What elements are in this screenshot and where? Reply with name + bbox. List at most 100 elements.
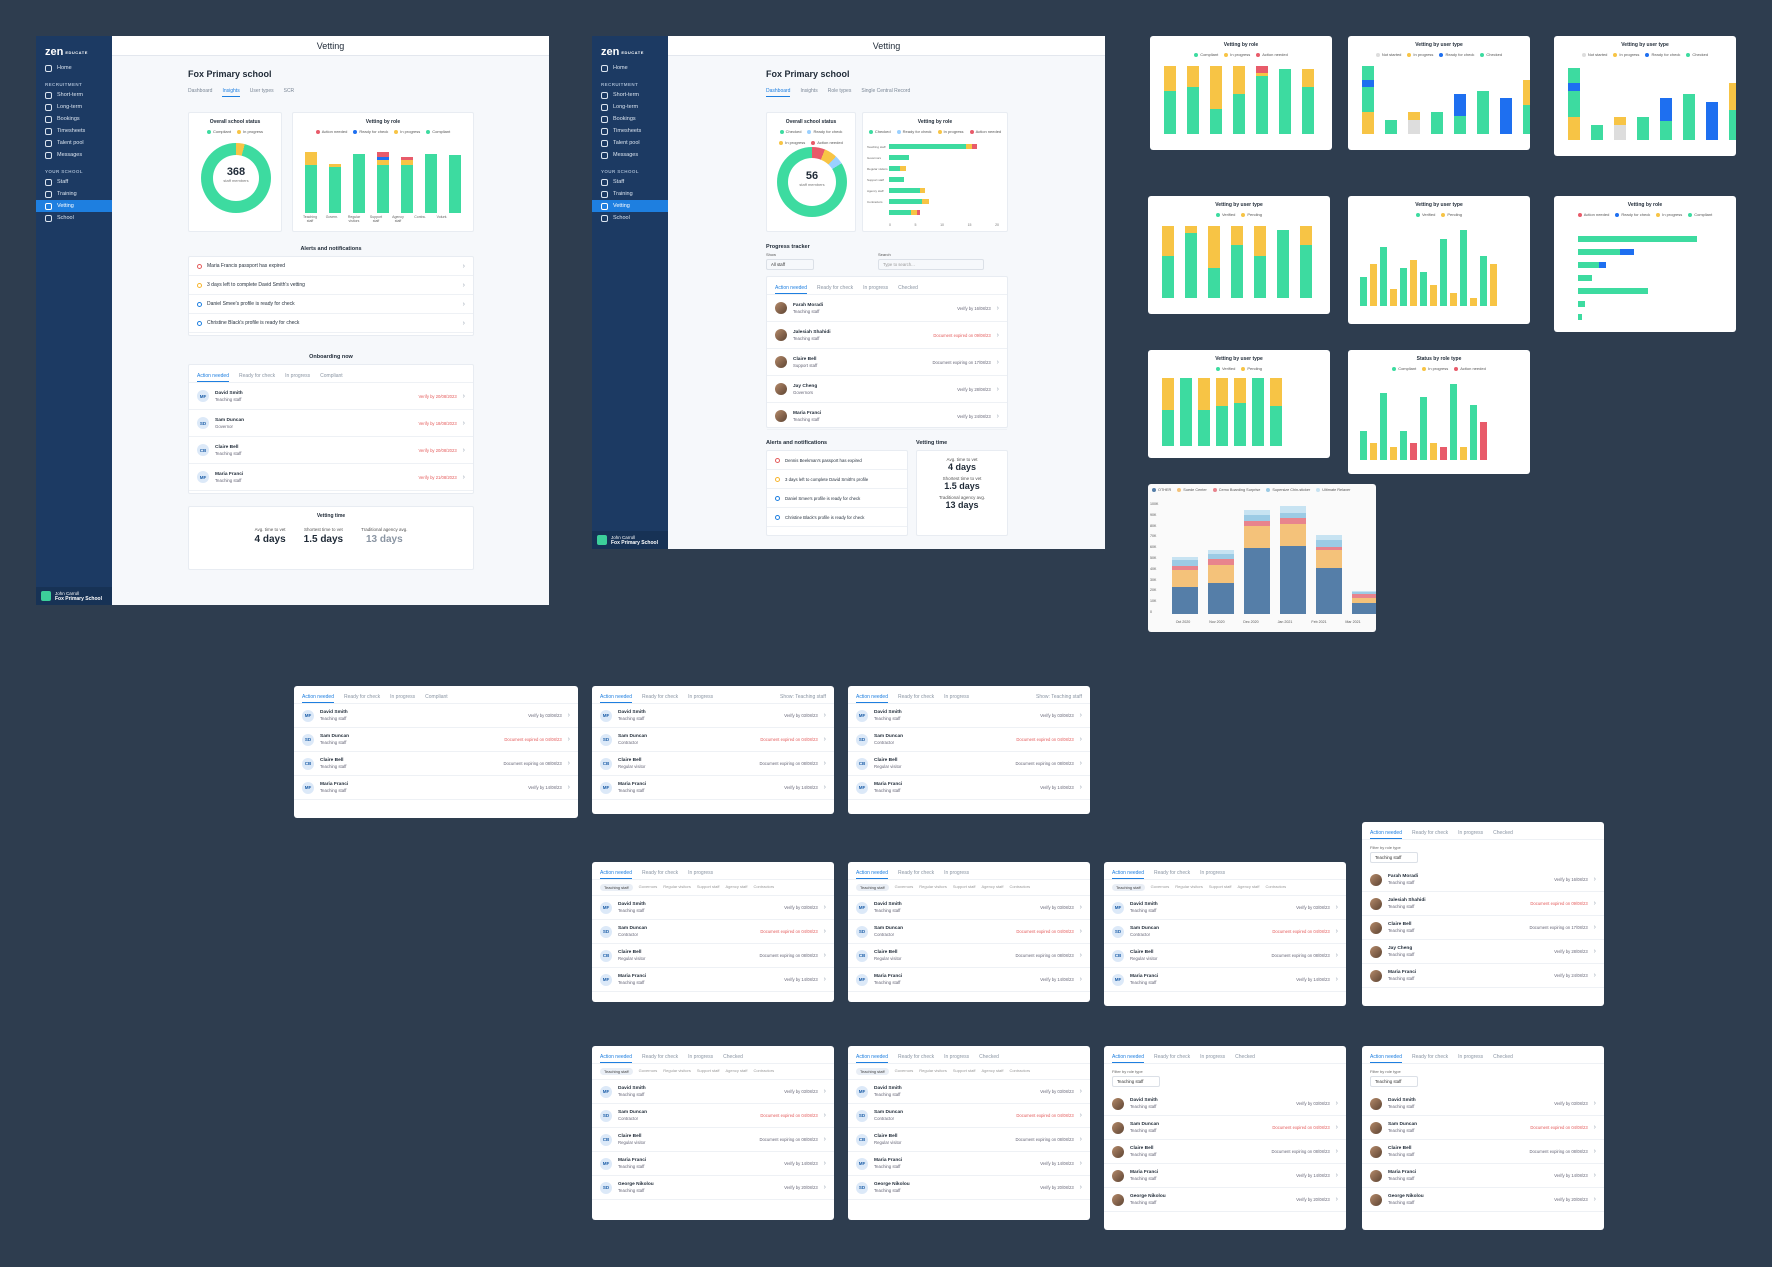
table-row[interactable]: Jay Cheng Teaching staff Verify by 28/08/2… — [1362, 940, 1604, 964]
list-tab[interactable]: Ready for check — [897, 1054, 935, 1060]
list-tab[interactable]: Ready for check — [1153, 1054, 1191, 1060]
role-chip[interactable]: Regular visitors — [919, 1068, 947, 1073]
show-select[interactable]: Show: Teaching staff — [780, 694, 826, 700]
sidebar-item-staff[interactable]: Staff — [592, 176, 668, 188]
list-tab[interactable]: In progress — [390, 694, 416, 700]
role-chip[interactable]: Agency staff — [725, 1068, 748, 1073]
tab-insights[interactable]: Insights — [222, 88, 240, 97]
sidebar-item-short-term[interactable]: Short-term — [592, 89, 668, 101]
list-tab[interactable]: Compliant — [425, 694, 448, 700]
table-row[interactable]: CB Claire Bell Regular visitor Document exp… — [592, 1128, 834, 1152]
list-tab[interactable]: In progress — [688, 870, 714, 876]
list-tab[interactable]: Action needed — [1112, 1054, 1144, 1063]
list-tab[interactable]: Ready for check — [897, 694, 935, 700]
role-chip[interactable]: Support staff — [952, 1068, 976, 1073]
tab-in-progress[interactable]: In progress — [285, 373, 311, 379]
tab-compliant[interactable]: Compliant — [320, 373, 343, 379]
list-tab[interactable]: Action needed — [600, 870, 632, 879]
list-tab[interactable]: Action needed — [856, 870, 888, 879]
role-chip[interactable]: Contractors — [753, 884, 775, 889]
role-chip[interactable]: Governors — [894, 884, 914, 889]
table-row[interactable]: Maria Franci Teaching staff Verify by 14/0… — [1362, 1164, 1604, 1188]
role-chip[interactable]: Agency staff — [981, 884, 1004, 889]
table-row[interactable]: MF David Smith Teaching staff Verify by 03/… — [294, 704, 578, 728]
table-row[interactable]: George Nikolou Teaching staff Verify by 20… — [1362, 1188, 1604, 1212]
alert-item[interactable]: Maria Francis passport has expired › — [189, 257, 473, 276]
table-row[interactable]: MF Maria Franci Teaching staff Verify by 14… — [1104, 968, 1346, 992]
sidebar-item-long-term[interactable]: Long-term — [592, 101, 668, 113]
list-tab[interactable]: Ready for check — [1153, 870, 1191, 876]
list-tab[interactable]: Ready for check — [343, 694, 381, 700]
table-row[interactable]: Claire Bell Teaching staff Document expiri… — [1104, 1140, 1346, 1164]
alert-item[interactable]: 3 days left to complete David Smith's pr… — [767, 470, 907, 489]
table-row[interactable]: George Nikolou Teaching staff Verify by 20… — [1104, 1188, 1346, 1212]
tab-role-types[interactable]: Role types — [827, 88, 852, 94]
table-row[interactable]: David Smith Teaching staff Verify by 03/08… — [1104, 1092, 1346, 1116]
list-tab[interactable]: In progress — [688, 1054, 714, 1060]
sidebar-item-short-term[interactable]: Short-term — [36, 89, 112, 101]
list-tab[interactable]: Ready for check — [1411, 830, 1449, 836]
table-row[interactable]: MF Maria Franci Teaching staff Verify by 21… — [189, 464, 473, 491]
role-chip[interactable]: Teaching staff — [856, 884, 889, 891]
sidebar-item-talent-pool[interactable]: Talent pool — [36, 137, 112, 149]
table-row[interactable]: SD Sam Duncan Teaching staff Document expir… — [294, 728, 578, 752]
table-row[interactable]: SD Sam Duncan Contractor Document expired o… — [848, 1104, 1090, 1128]
sidebar-item-school[interactable]: School — [36, 212, 112, 224]
table-row[interactable]: Jalesiah Shahidi Teaching staff Document e… — [1362, 892, 1604, 916]
table-row[interactable]: Maria Franci Teaching staff Verify by 24/0… — [1362, 964, 1604, 988]
list-tab[interactable]: Ready for check — [1411, 1054, 1449, 1060]
tab-ready-for-check[interactable]: Ready for check — [816, 285, 854, 291]
role-chip[interactable]: Governors — [638, 884, 658, 889]
list-tab[interactable]: Ready for check — [641, 870, 679, 876]
table-row[interactable]: SD Sam Duncan Contractor Document expired o… — [848, 728, 1090, 752]
role-chip[interactable]: Contractors — [1009, 884, 1031, 889]
table-row[interactable]: MF Maria Franci Teaching staff Verify by 14… — [848, 1152, 1090, 1176]
table-row[interactable]: Farah Moradi Teaching staff Verify by 16/0… — [1362, 868, 1604, 892]
show-select[interactable]: All staff — [766, 259, 814, 270]
table-row[interactable]: Maria Franci Teaching staff Verify by 24/0… — [767, 403, 1007, 430]
show-select[interactable]: Show: Teaching staff — [1036, 694, 1082, 700]
list-tab[interactable]: Action needed — [302, 694, 334, 703]
list-tab[interactable]: Ready for check — [641, 1054, 679, 1060]
list-tab[interactable]: Checked — [979, 1054, 999, 1060]
sidebar-item-school[interactable]: School — [592, 212, 668, 224]
table-row[interactable]: Claire Bell Teaching staff Document expiri… — [1362, 1140, 1604, 1164]
table-row[interactable]: CB Claire Bell Teaching staff Verify by 20/… — [189, 437, 473, 464]
sidebar-item-training[interactable]: Training — [36, 188, 112, 200]
role-chip[interactable]: Regular visitors — [663, 884, 691, 889]
table-row[interactable]: SD Sam Duncan Contractor Document expired o… — [592, 920, 834, 944]
list-tab[interactable]: Action needed — [856, 694, 888, 703]
tab-in-progress[interactable]: In progress — [863, 285, 889, 291]
tab-insights[interactable]: Insights — [800, 88, 818, 94]
sidebar-item-messages[interactable]: Messages — [592, 149, 668, 161]
table-row[interactable]: MF Maria Franci Teaching staff Verify by 14… — [592, 968, 834, 992]
table-row[interactable]: SD Sam Duncan Contractor Document expired o… — [1104, 920, 1346, 944]
role-chip[interactable]: Teaching staff — [856, 1068, 889, 1075]
sidebar-item-long-term[interactable]: Long-term — [36, 101, 112, 113]
tab-action-needed[interactable]: Action needed — [197, 373, 229, 382]
table-row[interactable]: MF Maria Franci Teaching staff Verify by 14… — [848, 968, 1090, 992]
table-row[interactable]: MF Maria Franci Teaching staff Verify by 14… — [592, 1152, 834, 1176]
role-chip[interactable]: Contractors — [1265, 884, 1287, 889]
list-tab[interactable]: In progress — [1200, 870, 1226, 876]
role-chip[interactable]: Governors — [638, 1068, 658, 1073]
sidebar-item-home[interactable]: Home — [36, 62, 112, 74]
tab-ready-for-check[interactable]: Ready for check — [238, 373, 276, 379]
sidebar-item-messages[interactable]: Messages — [36, 149, 112, 161]
alert-item[interactable]: Dennis Beekman's passport has expired — [767, 451, 907, 470]
alert-item[interactable]: Christine Black's profile is ready for c… — [189, 314, 473, 333]
zen-logo[interactable]: zen EDUCATE — [601, 46, 644, 58]
list-tab[interactable]: Action needed — [1112, 870, 1144, 879]
role-chip[interactable]: Agency staff — [981, 1068, 1004, 1073]
sidebar-item-timesheets[interactable]: Timesheets — [592, 125, 668, 137]
zen-logo[interactable]: zen EDUCATE — [45, 46, 88, 58]
table-row[interactable]: MF David Smith Teaching staff Verify by 03/… — [848, 896, 1090, 920]
sidebar-item-timesheets[interactable]: Timesheets — [36, 125, 112, 137]
table-row[interactable]: MF David Smith Teaching staff Verify by 03/… — [592, 704, 834, 728]
table-row[interactable]: MF Maria Franci Teaching staff Verify by 14… — [294, 776, 578, 800]
table-row[interactable]: Claire Bell Support staff Document expirin… — [767, 349, 1007, 376]
table-row[interactable]: MF Maria Franci Teaching staff Verify by 14… — [848, 776, 1090, 800]
role-filter-select[interactable]: Teaching staff — [1370, 1076, 1418, 1087]
list-tab[interactable]: Checked — [723, 1054, 743, 1060]
list-tab[interactable]: Action needed — [1370, 1054, 1402, 1063]
